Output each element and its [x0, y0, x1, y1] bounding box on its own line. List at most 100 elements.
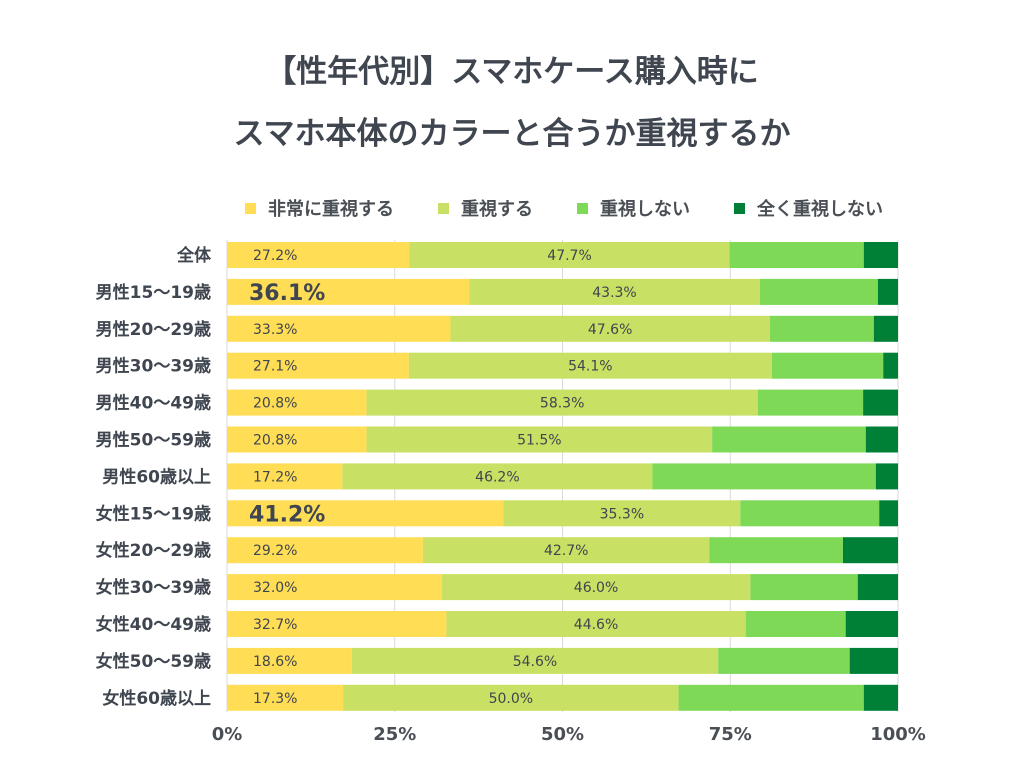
bar-segment: [759, 278, 878, 305]
bar-segment: [342, 463, 653, 490]
data-label: 17.3%: [253, 691, 297, 707]
data-label: 47.6%: [588, 322, 632, 338]
legend-swatch: [734, 202, 745, 214]
x-tick-label: 50%: [541, 724, 584, 745]
category-label: 女性20〜29歳: [96, 540, 211, 561]
bar-segment: [709, 537, 843, 564]
data-label: 43.3%: [592, 285, 636, 301]
data-label: 46.2%: [475, 469, 519, 485]
bar-segment: [729, 242, 864, 268]
data-label: 54.6%: [513, 654, 557, 670]
data-label: 33.3%: [253, 322, 297, 338]
bar-segment: [652, 463, 876, 490]
bar-segment: [845, 611, 898, 637]
bar-segment: [769, 315, 874, 342]
chart-title-line-2: スマホ本体のカラーと合うか重視するか: [233, 116, 791, 152]
bar-segment: [408, 352, 772, 379]
legend: 非常に重視する 重視する 重視しない 全く重視しない: [245, 195, 927, 221]
bar-segment: [863, 242, 898, 268]
bar-segment: [678, 684, 864, 711]
bar-segment: [422, 537, 710, 564]
bar-segment: [227, 242, 410, 268]
data-label: 27.1%: [253, 359, 297, 375]
bar-segment: [745, 611, 846, 637]
category-label: 男性50〜59歳: [96, 430, 211, 451]
bar-segment: [409, 242, 730, 268]
legend-label: 非常に重視する: [268, 199, 394, 220]
data-label: 32.0%: [253, 580, 297, 596]
data-label: 50.0%: [489, 691, 533, 707]
bar-segment: [877, 278, 898, 305]
bar-segment: [227, 278, 470, 305]
bar-segment: [227, 315, 451, 342]
bar-segment: [865, 426, 898, 453]
category-label: 男性15〜19歳: [96, 282, 211, 303]
legend-swatch: [577, 202, 588, 214]
bar-segment: [863, 684, 898, 711]
bar-segment: [879, 500, 898, 527]
bar-segment: [857, 574, 898, 601]
bar-segment: [227, 574, 442, 601]
data-label: 46.0%: [574, 580, 618, 596]
x-tick-label: 0%: [212, 724, 243, 745]
data-label: 18.6%: [253, 654, 297, 670]
category-label: 男性30〜39歳: [96, 356, 211, 377]
data-label: 20.8%: [253, 396, 297, 412]
chart-title-line-1: 【性年代別】スマホケース購入時に: [265, 54, 759, 90]
bar-segment: [450, 315, 770, 342]
bar-segment: [849, 647, 898, 674]
bar-segment: [842, 537, 898, 564]
bar-segment: [883, 352, 898, 379]
data-label: 36.1%: [249, 281, 325, 306]
bar-segment: [227, 463, 343, 490]
category-label: 男性60歳以上: [102, 466, 211, 487]
legend-label: 重視しない: [600, 199, 690, 220]
data-label: 51.5%: [517, 433, 561, 449]
bar-segment: [873, 315, 898, 342]
bar-segment: [718, 647, 850, 674]
bar-segment: [863, 389, 898, 416]
bar-segment: [441, 574, 751, 601]
data-label: 58.3%: [540, 396, 584, 412]
bar-segment: [351, 647, 719, 674]
x-tick-label: 100%: [870, 724, 926, 745]
bar-segment: [227, 352, 409, 379]
category-label: 女性30〜39歳: [96, 577, 211, 598]
data-label: 29.2%: [253, 543, 297, 559]
bar-segment: [227, 426, 367, 453]
legend-label: 全く重視しない: [757, 199, 883, 220]
legend-item: 重視する: [438, 195, 533, 221]
x-tick-label: 25%: [373, 724, 416, 745]
category-label: 女性50〜59歳: [96, 651, 211, 672]
bar-segment: [771, 352, 884, 379]
x-tick-label: 75%: [709, 724, 752, 745]
bar-segment: [366, 426, 713, 453]
legend-swatch: [245, 202, 256, 214]
bar-segment: [750, 574, 858, 601]
category-label: 男性20〜29歳: [96, 319, 211, 340]
bar-segment: [740, 500, 880, 527]
bar-segment: [343, 684, 679, 711]
bar-segment: [366, 389, 758, 416]
data-label: 27.2%: [253, 248, 297, 264]
bar-segment: [227, 684, 344, 711]
category-label: 女性40〜49歳: [96, 614, 211, 635]
data-label: 47.7%: [547, 248, 591, 264]
bar-segment: [227, 537, 423, 564]
bar-segment: [227, 389, 367, 416]
bar-segment: [469, 278, 760, 305]
legend-item: 非常に重視する: [245, 195, 394, 221]
data-label: 42.7%: [544, 543, 588, 559]
data-label: 35.3%: [600, 506, 644, 522]
category-label: 女性60歳以上: [102, 688, 211, 709]
legend-swatch: [438, 202, 449, 214]
bar-segment: [757, 389, 864, 416]
data-label: 20.8%: [253, 433, 297, 449]
legend-item: 重視しない: [577, 195, 690, 221]
legend-label: 重視する: [461, 199, 533, 220]
data-label: 32.7%: [253, 617, 297, 633]
category-label: 男性40〜49歳: [96, 393, 211, 414]
bar-segment: [227, 500, 504, 527]
data-label: 17.2%: [253, 469, 297, 485]
